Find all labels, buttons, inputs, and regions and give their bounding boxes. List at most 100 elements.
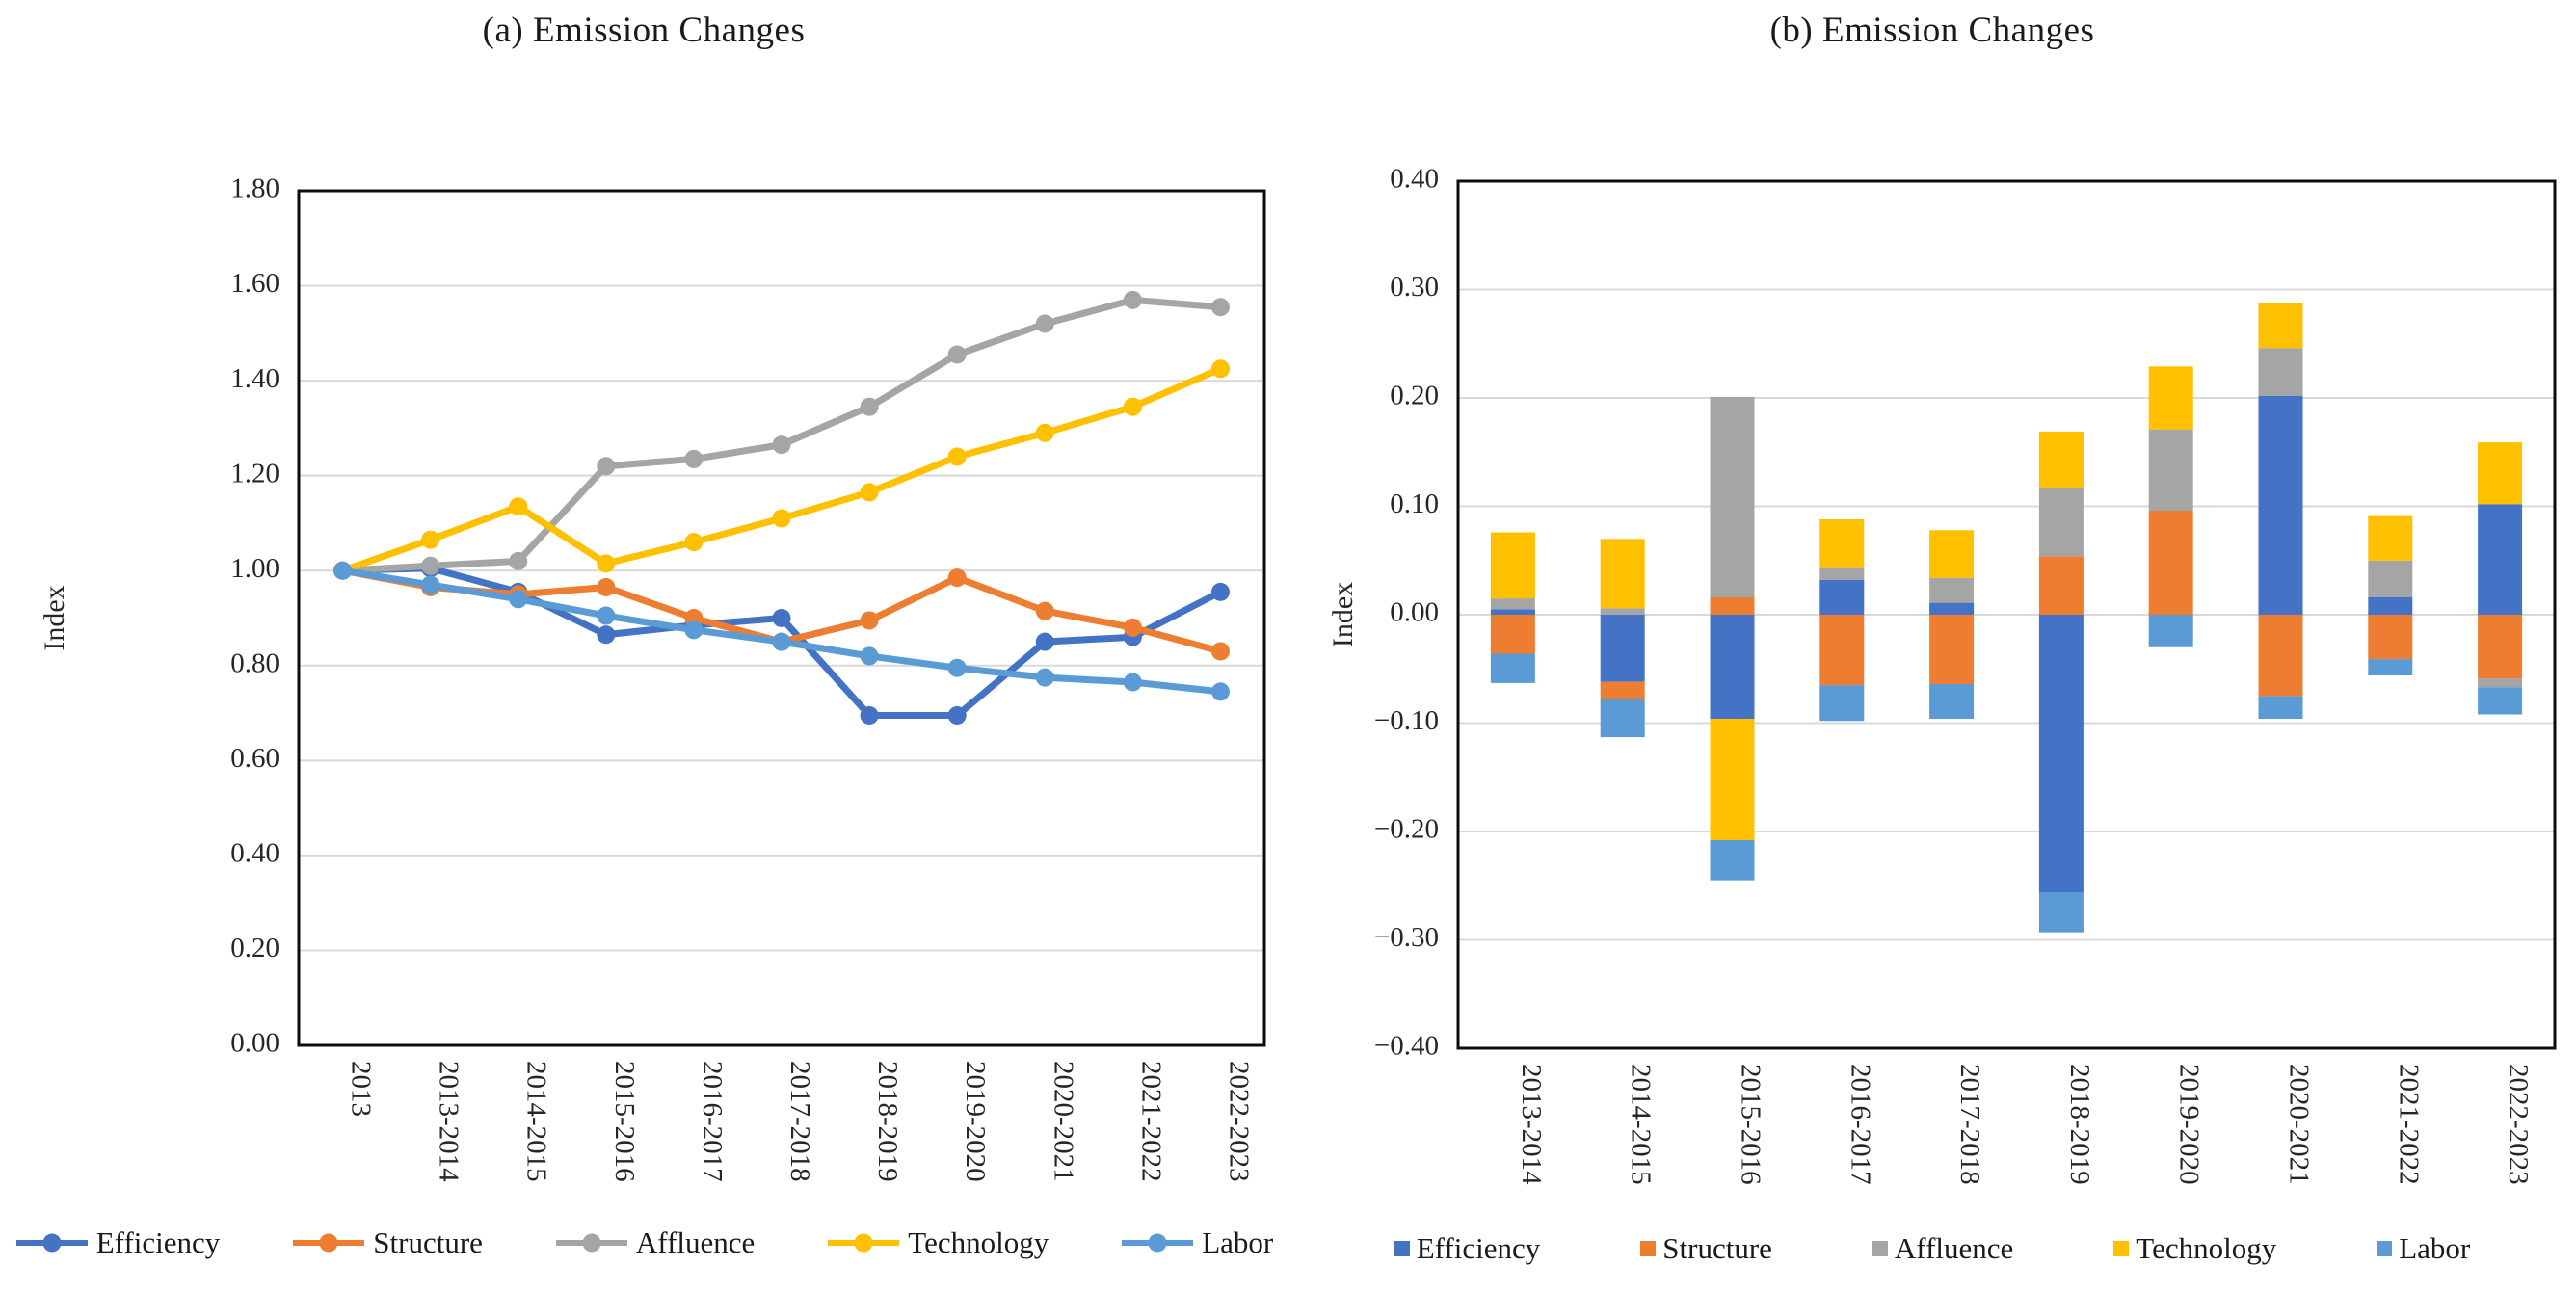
bar-segment-technology [1710, 719, 1755, 840]
legend-label: Technology [2136, 1231, 2277, 1265]
y-tick-label: −0.20 [1374, 814, 1439, 845]
bar-segment-affluence [1710, 396, 1755, 597]
data-point-affluence [772, 435, 791, 455]
legend-item-affluence: Affluence [554, 1226, 755, 1260]
legend-marker-dot [1148, 1233, 1167, 1253]
legend-marker-dot [42, 1233, 62, 1253]
bar-segment-labor [2258, 696, 2303, 719]
bar-segment-labor [1490, 653, 1535, 683]
data-point-labor [684, 620, 704, 640]
data-point-technology [421, 530, 440, 549]
bar-segment-structure [1929, 615, 1975, 684]
x-tick-label: 2018-2019 [2064, 1064, 2095, 1185]
data-point-affluence [947, 345, 967, 364]
bar-segment-affluence [1929, 577, 1975, 603]
panel-bar-chart: (b) Emission Changes −0.40 −0.30 −0.20 −0.1… [1288, 0, 2576, 1293]
data-point-structure [597, 577, 616, 596]
bar-segment-structure [1600, 681, 1645, 699]
y-axis-title: Index [39, 585, 70, 650]
legend-item-affluence: Affluence [1872, 1231, 2013, 1266]
legend-item-labor: Labor [1120, 1226, 1273, 1260]
bar-segment-technology [1819, 519, 1865, 568]
line-chart-canvas: 0.00 0.20 0.40 0.60 0.80 1.00 1.20 1.40 1.60 1.80… [39, 173, 1266, 1182]
bar-segment-technology [1490, 532, 1535, 599]
y-tick-label: 0.40 [1390, 164, 1439, 195]
x-tick-label: 2018-2019 [872, 1061, 903, 1182]
bar-segment-structure [2148, 511, 2193, 615]
legend-item-structure: Structure [291, 1226, 483, 1260]
bar-segment-efficiency [1710, 615, 1755, 719]
stacked-bar-chart-canvas: −0.40 −0.30 −0.20 −0.10 0.00 0.10 0.20 0.30 0.40… [1327, 164, 2557, 1185]
data-point-labor [1123, 673, 1142, 692]
data-point-structure [860, 611, 879, 630]
bar-segment-labor [1600, 699, 1645, 738]
legend-label: Structure [373, 1226, 483, 1259]
y-tick-label: −0.40 [1374, 1031, 1439, 1062]
data-point-affluence [597, 457, 616, 476]
legend-item-structure: Structure [1640, 1231, 1772, 1266]
y-tick-label: 0.00 [230, 1028, 279, 1059]
chart-a-legend: Efficiency Structure Affluence Technology La… [0, 1226, 1288, 1260]
data-point-labor [772, 632, 791, 651]
bar-segment-affluence [1490, 598, 1535, 610]
legend-marker-dot [319, 1233, 338, 1253]
bar-segment-structure [2258, 615, 2303, 697]
bar-segment-efficiency [2478, 504, 2523, 615]
legend-square-marker-icon [2377, 1241, 2393, 1256]
y-tick-label: 0.40 [230, 838, 279, 869]
x-tick-label: 2021-2022 [1135, 1061, 1166, 1182]
legend-marker-dot [854, 1233, 873, 1253]
bar-segment-affluence [2258, 348, 2303, 396]
y-tick-label: 0.80 [230, 647, 279, 678]
y-tick-label: 0.60 [230, 743, 279, 774]
data-point-technology [509, 497, 528, 516]
data-point-affluence [509, 551, 528, 570]
data-point-labor [1210, 682, 1230, 701]
bar-segment-labor [2038, 892, 2084, 933]
data-point-structure [947, 568, 967, 588]
x-tick-label: 2015-2016 [609, 1061, 640, 1182]
data-point-technology [1035, 423, 1054, 442]
chart-a-title: (a) Emission Changes [482, 11, 806, 50]
legend-item-efficiency: Efficiency [14, 1226, 220, 1260]
legend-marker-dot [582, 1233, 601, 1253]
bar-segment-structure [2368, 615, 2413, 660]
data-point-technology [1123, 397, 1142, 416]
x-tick-label: 2022-2023 [2503, 1064, 2534, 1185]
x-tick-label: 2020-2021 [2284, 1064, 2315, 1185]
bar-segment-affluence [1819, 567, 1865, 580]
legend-label: Efficiency [1416, 1231, 1541, 1265]
legend-square-marker-icon [1394, 1241, 1410, 1256]
bar-segment-structure [1819, 615, 1865, 686]
bar-segment-affluence [2368, 560, 2413, 597]
data-point-labor [509, 590, 528, 609]
legend-line-marker-icon [828, 1233, 900, 1253]
y-tick-label: −0.10 [1374, 705, 1439, 736]
bar-segment-efficiency [1819, 580, 1865, 615]
legend-label: Technology [908, 1226, 1049, 1259]
bar-segment-labor [2368, 659, 2413, 675]
legend-item-technology: Technology [2113, 1231, 2276, 1266]
legend-line-marker-icon [555, 1233, 627, 1253]
bar-segment-labor [1929, 684, 1975, 719]
bar-segment-technology [2148, 366, 2193, 430]
bar-segment-efficiency [1600, 615, 1645, 682]
legend-label: Labor [1202, 1226, 1274, 1259]
bar-segment-technology [2478, 442, 2523, 505]
x-tick-label: 2016-2017 [1845, 1064, 1875, 1185]
x-tick-label: 2022-2023 [1223, 1061, 1254, 1182]
series-line-technology [339, 365, 1224, 574]
legend-square-marker-icon [1872, 1241, 1888, 1256]
data-point-labor [597, 606, 616, 625]
series-line-labor [339, 567, 1224, 696]
bar-segment-technology [2038, 431, 2084, 488]
data-point-efficiency [1035, 632, 1054, 651]
data-point-affluence [1123, 290, 1142, 309]
x-tick-label: 2019-2020 [2174, 1064, 2205, 1185]
y-tick-label: 0.10 [1390, 488, 1439, 519]
bar-segment-structure [1490, 615, 1535, 654]
data-point-technology [684, 533, 704, 552]
y-tick-label: −0.30 [1374, 922, 1439, 953]
bar-segment-labor [1819, 685, 1865, 722]
y-tick-label: 1.60 [230, 268, 279, 299]
